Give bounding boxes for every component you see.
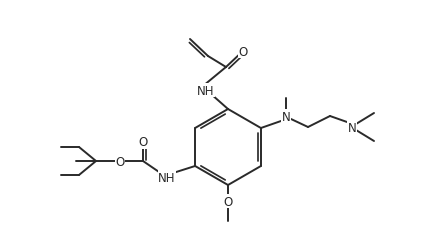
Text: NH: NH — [197, 84, 215, 97]
Text: NH: NH — [158, 171, 176, 184]
Text: N: N — [348, 121, 356, 134]
Text: O: O — [239, 45, 247, 58]
Text: O: O — [138, 136, 148, 149]
Text: N: N — [282, 110, 290, 123]
Text: O: O — [115, 155, 125, 168]
Text: O: O — [223, 195, 233, 208]
